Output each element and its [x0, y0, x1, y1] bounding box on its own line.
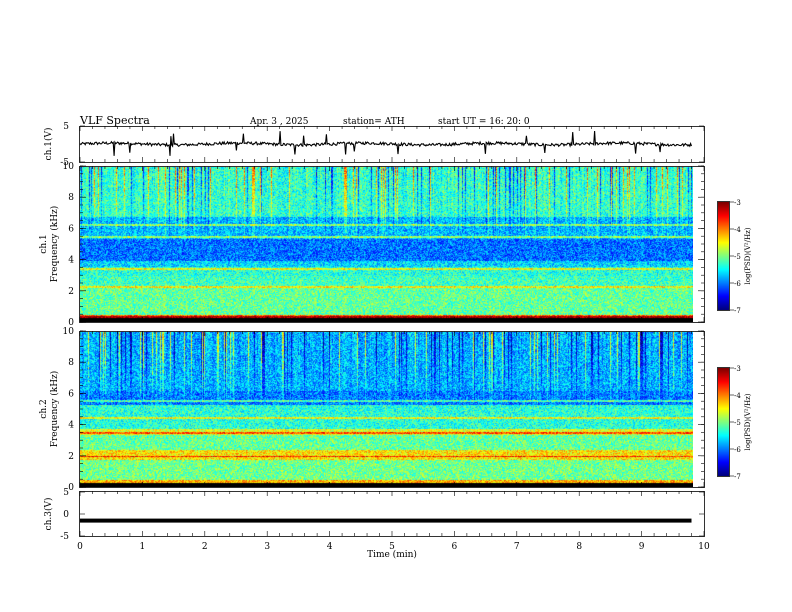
colorbar-tick-label: -7: [734, 473, 741, 481]
x-tick-label: 10: [698, 542, 710, 552]
colorbar-tick-label: -3: [734, 365, 741, 373]
y-tick-label: 6: [68, 224, 74, 234]
x-tick-label: 2: [202, 542, 208, 552]
y-tick-label: 4: [68, 421, 74, 431]
figure-station: station= ATH: [343, 117, 405, 127]
colorbar-tick-label: -4: [734, 226, 741, 234]
x-tick-label: 4: [327, 542, 333, 552]
y-tick-label: 10: [63, 327, 75, 337]
colorbar-tick-label: -4: [734, 392, 741, 400]
y-tick-label: 2: [68, 287, 74, 297]
y-tick-label: -5: [60, 158, 69, 168]
ch2-spectrogram-image: [80, 332, 693, 487]
y-tick-label: 0: [68, 483, 74, 493]
y-tick-label: 5: [63, 122, 69, 132]
ch1-spectrogram-image: [80, 167, 693, 322]
colorbar-tick-label: -6: [734, 446, 741, 454]
ch3-waveform-ylabel: ch.3(V): [43, 498, 54, 531]
y-tick-label: 10: [63, 162, 75, 172]
ch1-waveform-line: [79, 130, 693, 156]
y-tick-label: 2: [68, 452, 74, 462]
x-tick-label: 8: [576, 542, 582, 552]
colorbar-tick-label: -3: [734, 199, 741, 207]
x-tick-label: 0: [77, 542, 83, 552]
y-tick-label: -5: [60, 532, 69, 542]
ch1-colorbar-label: log(PSD)(V²/Hz): [744, 227, 752, 284]
figure-start-time: start UT = 16: 20: 0: [438, 117, 530, 127]
ch2-spectrogram-ylabel-freq: Frequency (kHz): [49, 371, 60, 448]
ch1-spectrogram-ylabel-freq: Frequency (kHz): [49, 206, 60, 283]
ch1-colorbar-frame: [717, 201, 730, 311]
ch2-colorbar: [718, 368, 729, 476]
x-tick-label: 5: [389, 542, 395, 552]
x-tick-label: 3: [264, 542, 270, 552]
ch2-colorbar-frame: [717, 367, 730, 477]
figure-title: VLF Spectra: [79, 114, 150, 127]
ch1-spectrogram-ylabel-channel: ch.1: [39, 234, 49, 253]
colorbar-tick-label: -7: [734, 307, 741, 315]
ch2-colorbar-label: log(PSD)(V²/Hz): [744, 393, 752, 450]
figure-date: Apr. 3 , 2025: [249, 117, 309, 127]
y-tick-label: 4: [68, 256, 74, 266]
colorbar-tick-label: -5: [734, 253, 741, 261]
x-tick-label: 6: [452, 542, 458, 552]
ch1-waveform-ylabel: ch.1(V): [43, 128, 54, 161]
y-tick-label: 5: [63, 488, 69, 498]
colorbar-tick-label: -5: [734, 419, 741, 427]
y-tick-label: 0: [63, 510, 69, 520]
ch2-spectrogram-ylabel-channel: ch.2: [39, 399, 49, 418]
ch3-waveform-line: [80, 518, 692, 523]
y-tick-label: 8: [68, 358, 74, 368]
y-tick-label: 6: [68, 389, 74, 399]
x-tick-label: 7: [514, 542, 520, 552]
colorbar-tick-label: -6: [734, 280, 741, 288]
ch3-waveform-frame: [79, 491, 705, 537]
ch1-colorbar: [718, 202, 729, 310]
y-tick-label: 0: [68, 318, 74, 328]
x-tick-label: 9: [639, 542, 645, 552]
y-tick-label: 8: [68, 193, 74, 203]
x-axis-label: Time (min): [367, 549, 417, 560]
x-tick-label: 1: [140, 542, 146, 552]
